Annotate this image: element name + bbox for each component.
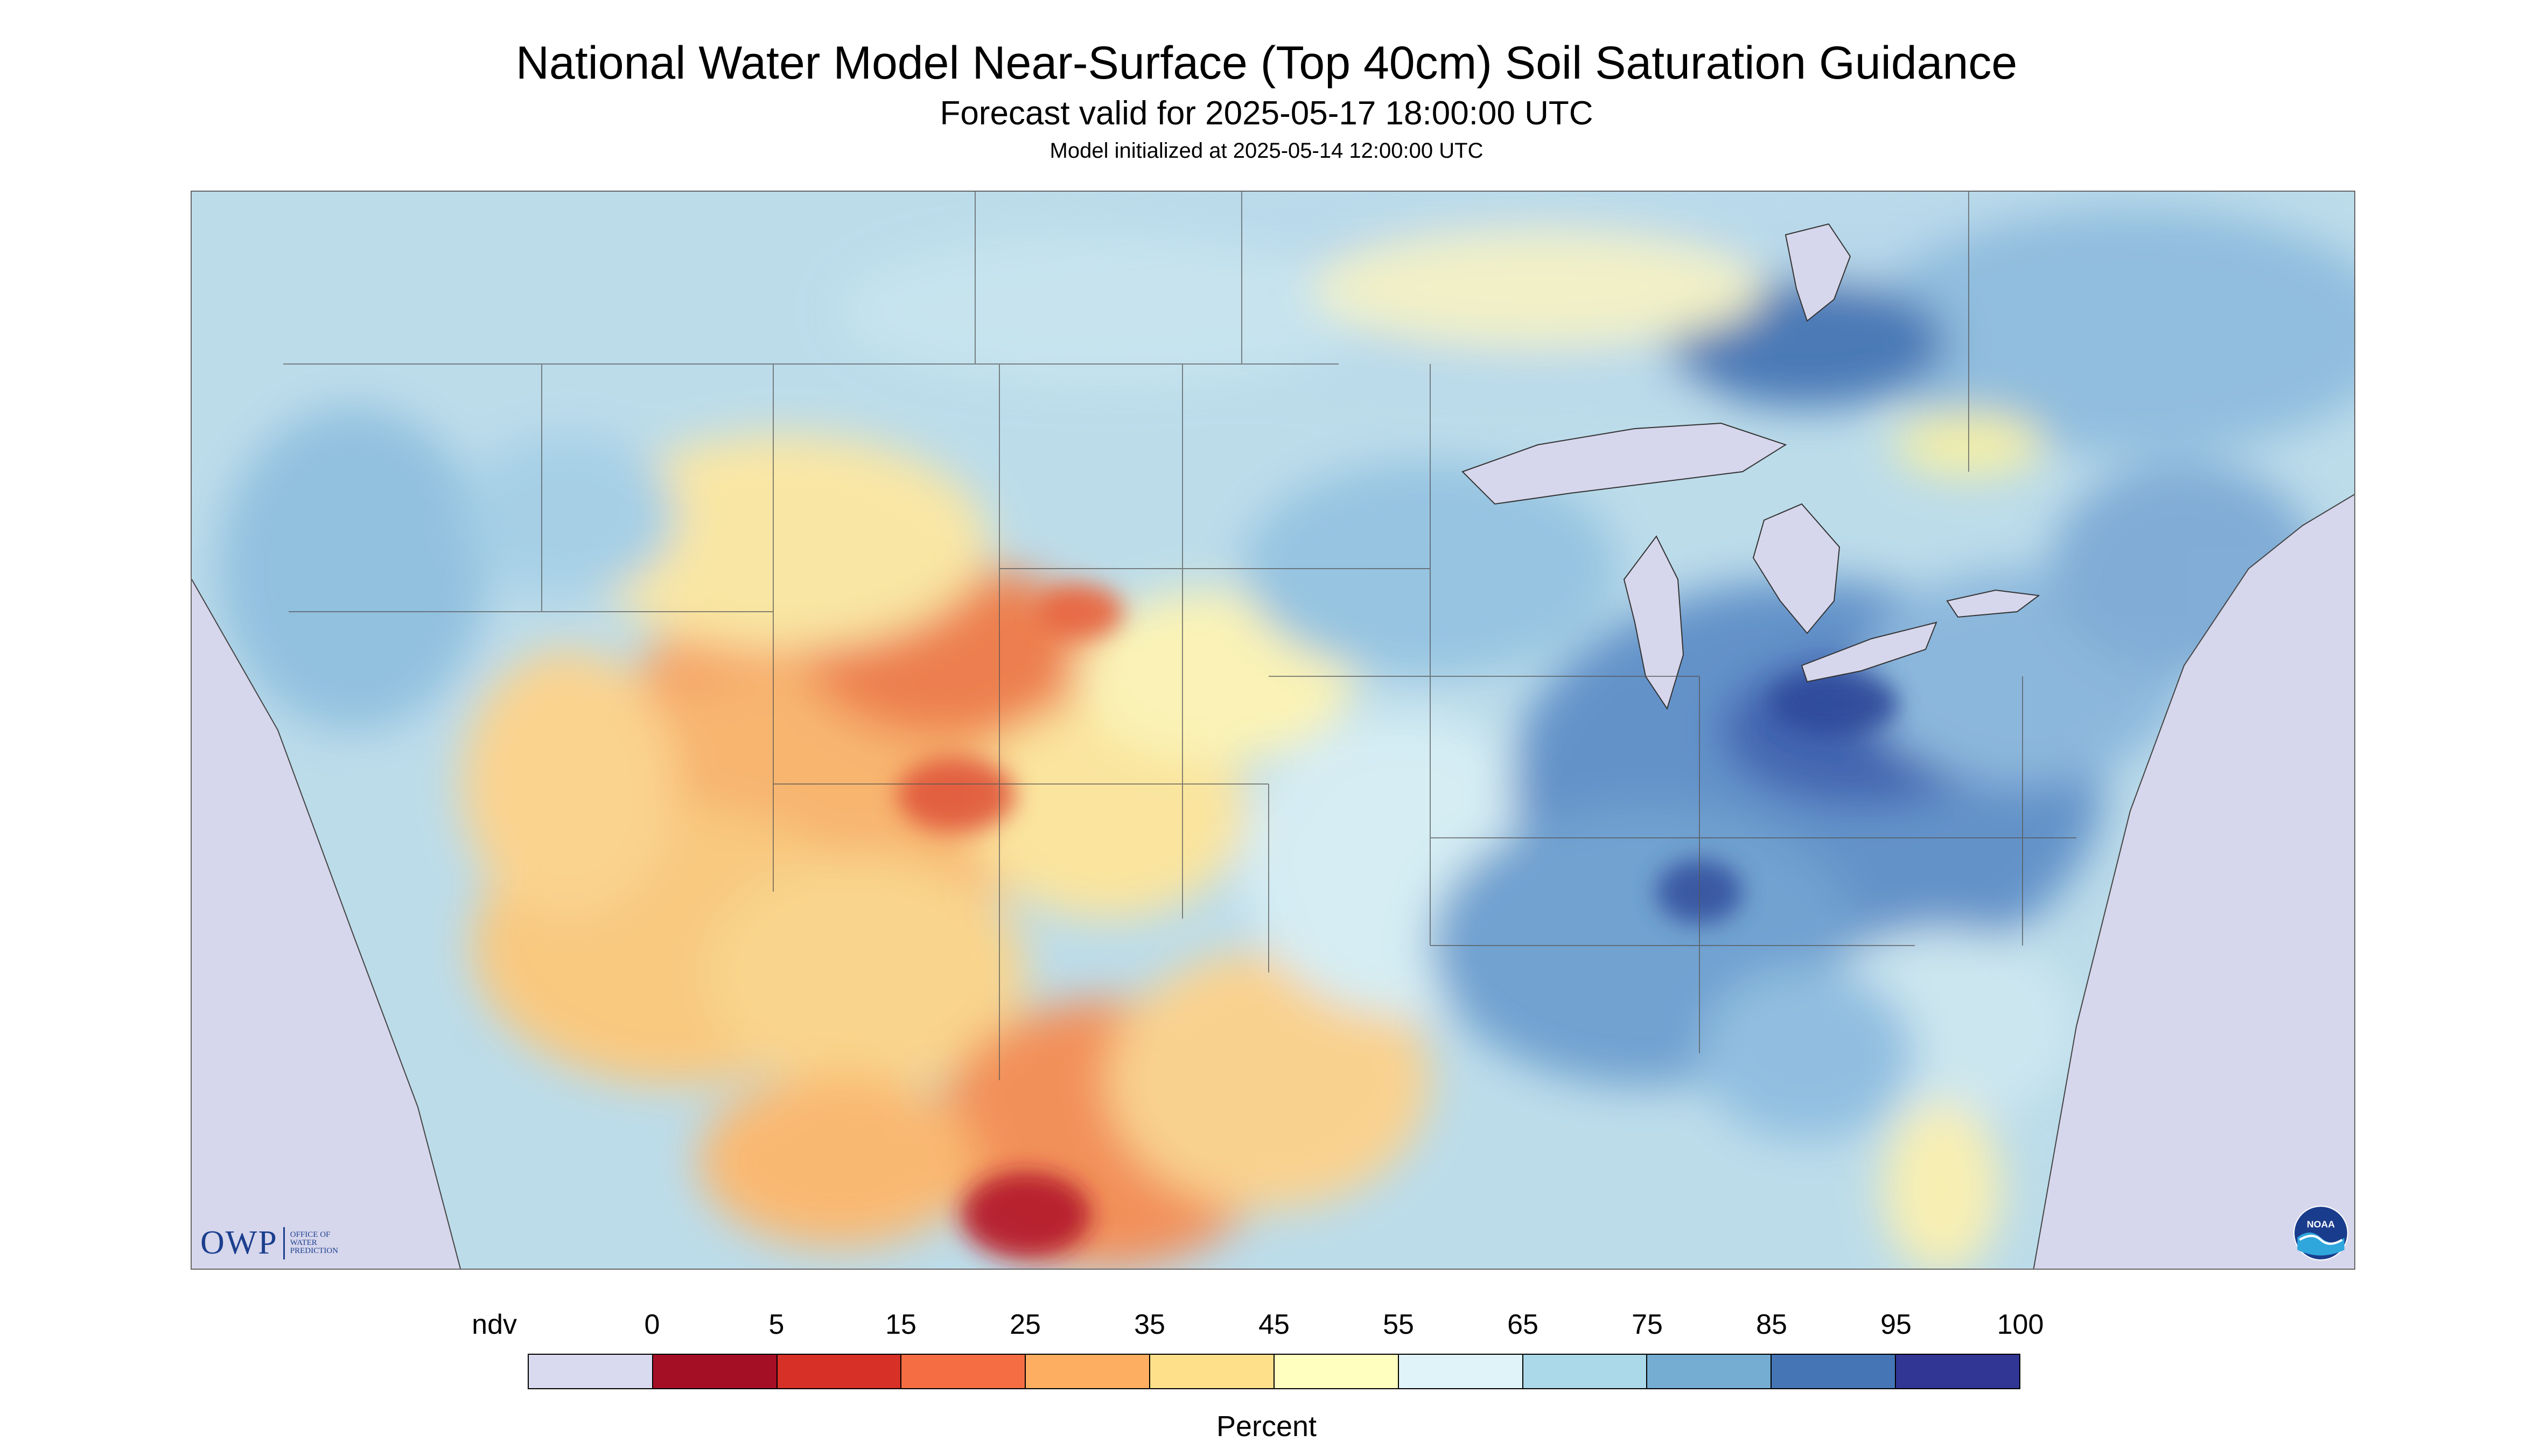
legend-tick-label: 15 <box>885 1309 916 1340</box>
legend-tick-label: 45 <box>1258 1309 1290 1340</box>
legend-swatch <box>901 1355 1026 1388</box>
legend-swatch <box>1026 1355 1151 1388</box>
legend-swatch <box>1896 1355 2019 1388</box>
legend-swatch <box>653 1355 778 1388</box>
owp-logo: OWP OFFICE OF WATER PREDICTION <box>200 1224 338 1262</box>
legend-swatch <box>1523 1355 1648 1388</box>
owp-logo-subtext: OFFICE OF WATER PREDICTION <box>290 1231 338 1255</box>
forecast-valid-subtitle: Forecast valid for 2025-05-17 18:00:00 U… <box>940 95 1593 132</box>
legend-tick-label: 0 <box>644 1309 660 1340</box>
legend-tick-label: 5 <box>768 1309 785 1340</box>
legend-swatch <box>529 1355 653 1388</box>
legend-tick-label: 100 <box>1997 1309 2044 1340</box>
svg-text:NOAA: NOAA <box>2307 1219 2335 1230</box>
legend-swatch <box>1398 1355 1523 1388</box>
owp-subtext-line: WATER <box>290 1238 317 1247</box>
legend-swatch <box>1274 1355 1399 1388</box>
owp-subtext-line: OFFICE OF <box>290 1230 331 1239</box>
owp-logo-text: OWP <box>200 1224 278 1261</box>
map-canvas <box>192 192 2354 1269</box>
legend-tick-label: 75 <box>1632 1309 1663 1340</box>
soil-saturation-map: OWP OFFICE OF WATER PREDICTION NOAA <box>191 191 2355 1270</box>
color-legend-bar <box>528 1354 2020 1389</box>
legend-tick-label: 55 <box>1383 1309 1414 1340</box>
legend-swatch <box>1772 1355 1897 1388</box>
legend-swatch <box>777 1355 902 1388</box>
legend-tick-label: 95 <box>1880 1309 1912 1340</box>
model-initialized-text: Model initialized at 2025-05-14 12:00:00… <box>1049 139 1484 163</box>
legend-swatch <box>1647 1355 1772 1388</box>
legend-tick-label: 85 <box>1756 1309 1787 1340</box>
legend-swatch <box>1150 1355 1275 1388</box>
legend-tick-label: 35 <box>1134 1309 1165 1340</box>
legend-tick-label: 65 <box>1507 1309 1538 1340</box>
legend-unit-label: Percent <box>1216 1410 1317 1443</box>
owp-logo-divider <box>283 1227 285 1259</box>
legend-tick-label: ndv <box>472 1309 517 1340</box>
noaa-logo: NOAA <box>2293 1206 2348 1261</box>
legend-tick-label: 25 <box>1010 1309 1041 1340</box>
owp-subtext-line: PREDICTION <box>290 1247 338 1255</box>
map-title: National Water Model Near-Surface (Top 4… <box>515 37 2018 89</box>
